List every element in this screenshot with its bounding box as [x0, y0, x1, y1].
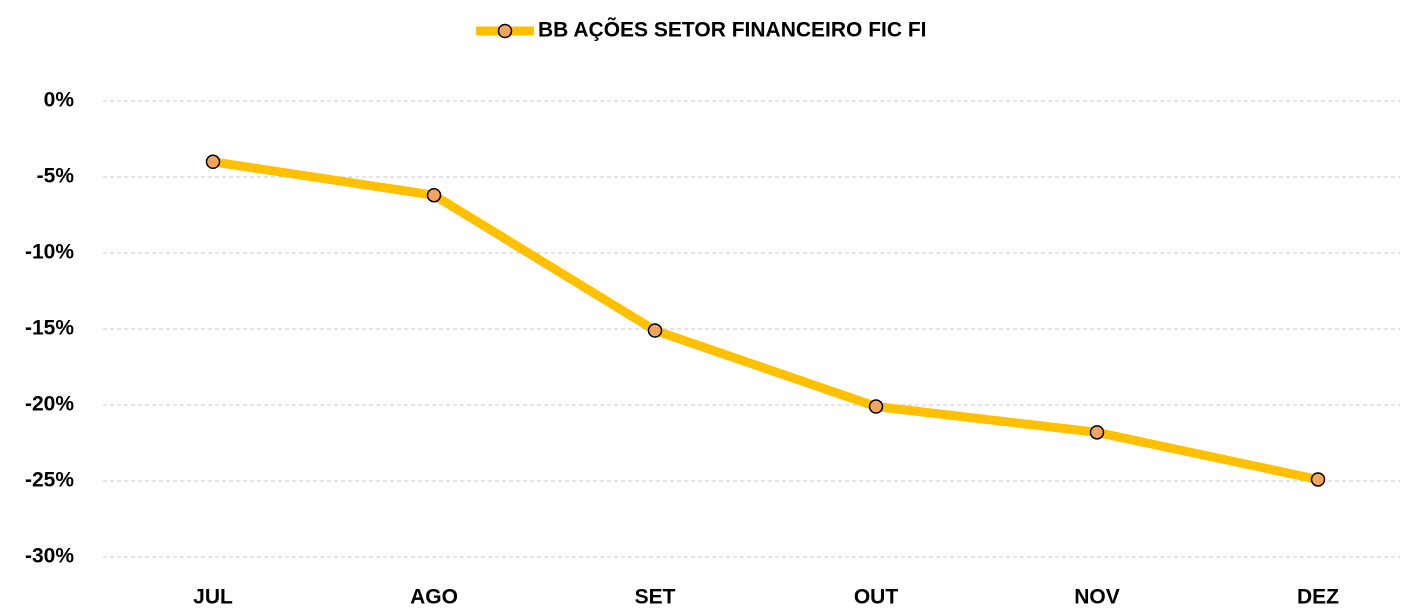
y-tick-label: -15%: [25, 317, 74, 340]
data-point: [868, 399, 884, 414]
x-tick-label: JUL: [193, 586, 233, 609]
x-tick-label: AGO: [410, 586, 458, 609]
y-tick-label: -20%: [25, 393, 74, 416]
legend-label: BB AÇÕES SETOR FINANCEIRO FIC FI: [538, 18, 927, 42]
data-point: [426, 187, 442, 203]
data-point: [1310, 472, 1326, 487]
x-tick-label: DEZ: [1297, 586, 1339, 609]
legend-marker: [497, 23, 513, 39]
y-tick-label: -30%: [25, 545, 74, 568]
x-tick-label: NOV: [1074, 586, 1120, 609]
y-tick-label: -25%: [25, 469, 74, 492]
x-tick-label: OUT: [854, 586, 899, 609]
y-tick-label: -10%: [25, 241, 74, 264]
data-point: [205, 154, 221, 170]
data-line: [208, 157, 1323, 484]
y-tick-label: -5%: [37, 165, 75, 188]
data-point: [1089, 425, 1105, 440]
data-point: [647, 323, 663, 338]
y-tick-label: 0%: [44, 89, 75, 112]
x-tick-label: SET: [635, 586, 676, 609]
